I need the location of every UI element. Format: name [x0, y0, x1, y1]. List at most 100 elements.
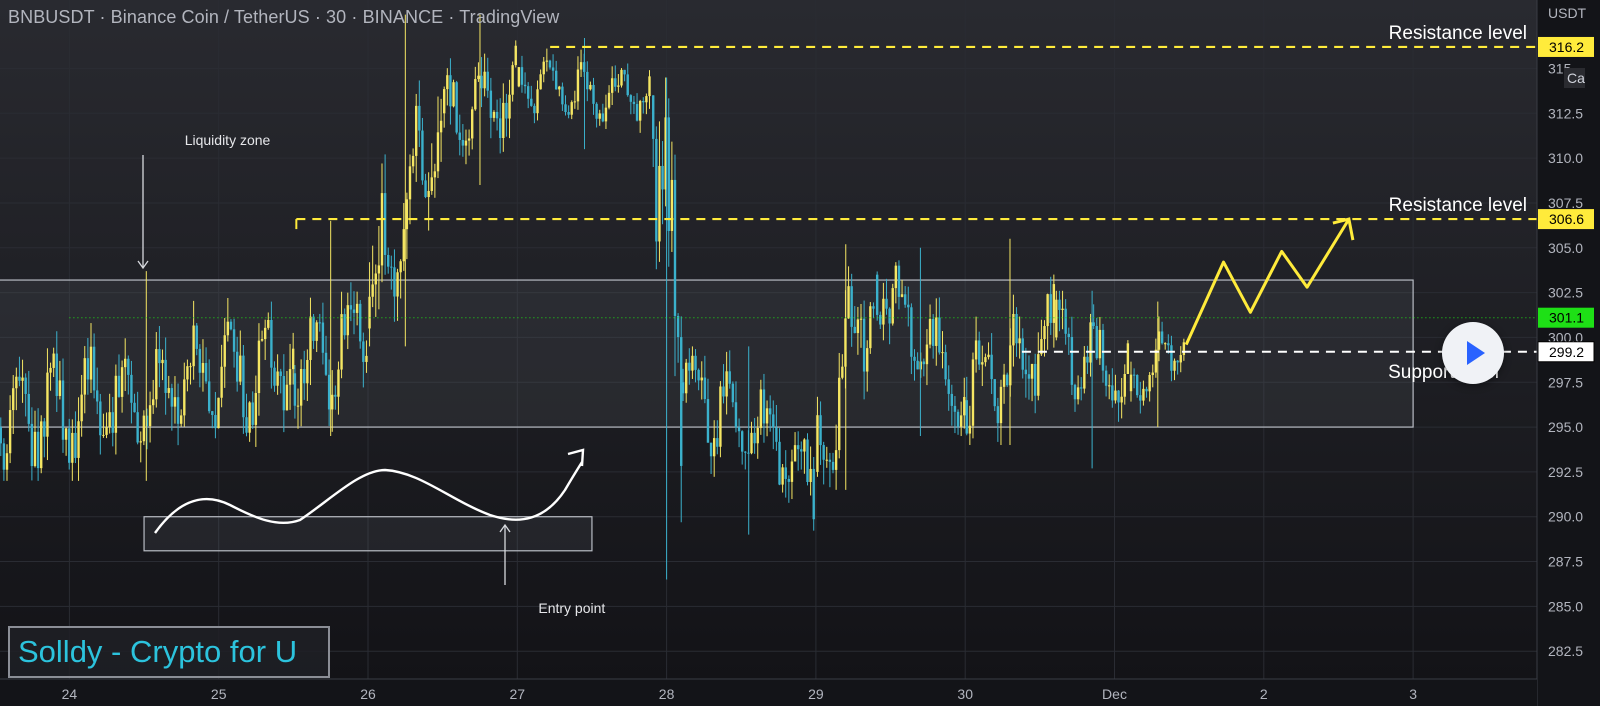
candle: [155, 332, 158, 408]
price-tag-resistance: 316.2: [1538, 36, 1594, 57]
time-axis[interactable]: [0, 679, 1537, 706]
candle: [52, 347, 55, 378]
candle: [658, 121, 661, 262]
candle: [470, 106, 474, 150]
candle: [452, 79, 455, 108]
candle: [139, 431, 142, 463]
candle: [8, 395, 12, 464]
candle: [418, 80, 421, 148]
candle: [520, 55, 524, 93]
candle: [133, 393, 136, 413]
annotation-label: Resistance level: [1389, 23, 1527, 44]
x-tick-label: 3: [1409, 686, 1417, 702]
play-icon: [1467, 341, 1485, 365]
candle: [1123, 364, 1126, 405]
range-zone[interactable]: [0, 279, 1414, 428]
annotation-label: Resistance level: [1389, 195, 1527, 216]
candle: [1139, 381, 1142, 414]
candle: [642, 97, 645, 114]
candle: [1015, 307, 1018, 357]
candle: [645, 93, 648, 115]
candle: [676, 313, 680, 363]
candle: [114, 364, 118, 455]
candle: [907, 286, 910, 327]
candle: [598, 109, 601, 126]
candle: [697, 368, 700, 391]
candle: [285, 371, 289, 411]
candle: [753, 417, 756, 454]
candle: [1061, 290, 1064, 330]
candle: [1080, 377, 1083, 401]
candle: [343, 308, 346, 340]
candle: [455, 80, 458, 135]
entry-path-arrowhead: [567, 448, 585, 467]
candle: [1024, 347, 1028, 398]
candle: [891, 283, 894, 326]
candle: [850, 273, 853, 347]
candle: [652, 95, 655, 168]
candle: [89, 323, 93, 393]
entry-zone[interactable]: [143, 516, 593, 552]
candle: [229, 319, 233, 331]
candle: [495, 99, 499, 131]
candle: [894, 262, 898, 304]
candle: [916, 352, 919, 370]
candle: [68, 418, 71, 470]
y-tick-label: 312.5: [1548, 105, 1583, 121]
candle: [1055, 290, 1058, 341]
candle: [443, 86, 446, 128]
candles: [0, 14, 1186, 580]
candle: [2, 438, 6, 481]
candle: [74, 411, 77, 464]
candle: [853, 306, 856, 334]
y-tick-label: 285.0: [1548, 598, 1583, 614]
candle: [1108, 374, 1111, 400]
candle: [15, 367, 18, 411]
candle: [306, 349, 309, 401]
y-tick-label: 297.5: [1548, 374, 1583, 390]
candle: [511, 61, 514, 102]
y-tick-label: 282.5: [1548, 643, 1583, 659]
candle: [941, 331, 944, 369]
candle: [396, 268, 399, 321]
candle: [694, 349, 697, 383]
candle: [83, 346, 86, 414]
candle: [489, 77, 493, 139]
candle: [179, 409, 183, 427]
candle: [772, 400, 775, 450]
candle: [910, 303, 913, 375]
candle: [567, 105, 570, 119]
candle: [944, 344, 947, 386]
candle: [315, 320, 318, 353]
y-tick-label: 290.0: [1548, 509, 1583, 525]
candle: [352, 291, 356, 335]
candle: [334, 385, 337, 410]
candle: [688, 348, 691, 385]
candle: [1005, 372, 1009, 388]
candle: [158, 326, 161, 388]
candle: [192, 300, 195, 380]
price-tag-label: 316.2: [1549, 39, 1584, 55]
candle: [570, 100, 573, 120]
candle: [822, 441, 825, 485]
partial-label[interactable]: Ca: [1564, 68, 1585, 88]
candle: [684, 358, 688, 403]
candle: [1089, 313, 1092, 377]
candle: [167, 375, 170, 399]
candle: [673, 154, 677, 377]
price-tag-label: 301.1: [1549, 310, 1584, 326]
y-tick-label: 287.5: [1548, 554, 1583, 570]
candle: [812, 457, 815, 531]
candle: [879, 311, 882, 330]
candle: [299, 359, 303, 427]
candle: [734, 381, 738, 433]
candle: [1163, 342, 1167, 350]
candle: [1027, 355, 1031, 400]
candle: [276, 354, 279, 395]
candle: [825, 446, 828, 468]
candle: [632, 95, 636, 114]
play-button[interactable]: [1442, 322, 1504, 384]
y-tick-label: 295.0: [1548, 419, 1583, 435]
